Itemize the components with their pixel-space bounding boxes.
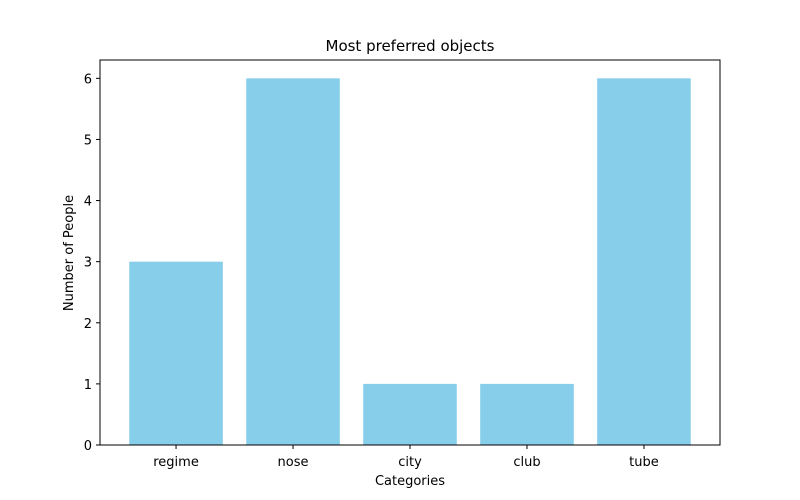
bar-city: [363, 383, 457, 445]
bars-layer: [129, 78, 691, 445]
x-tick-label: city: [398, 455, 422, 470]
y-tick-label: 1: [84, 378, 92, 393]
x-tick-label: regime: [153, 455, 199, 470]
y-tick-label: 6: [84, 72, 92, 87]
x-tick-label: nose: [278, 455, 309, 470]
y-tick-label: 2: [84, 317, 92, 332]
bar-club: [480, 383, 574, 445]
bar-nose: [246, 78, 340, 445]
y-tick-label: 0: [84, 439, 92, 454]
bar-regime: [129, 261, 223, 445]
y-tick-label: 4: [84, 195, 92, 210]
ticks-layer: regime nose city club tube 0 1 2 3 4 5 6: [84, 72, 659, 470]
y-axis-label: Number of People: [62, 195, 77, 311]
y-tick-label: 3: [84, 256, 92, 271]
x-tick-label: tube: [629, 455, 659, 470]
chart-title: Most preferred objects: [326, 37, 495, 55]
x-axis-label: Categories: [375, 474, 445, 489]
bar-tube: [597, 78, 691, 445]
y-tick-label: 5: [84, 133, 92, 148]
x-tick-label: club: [513, 455, 540, 470]
